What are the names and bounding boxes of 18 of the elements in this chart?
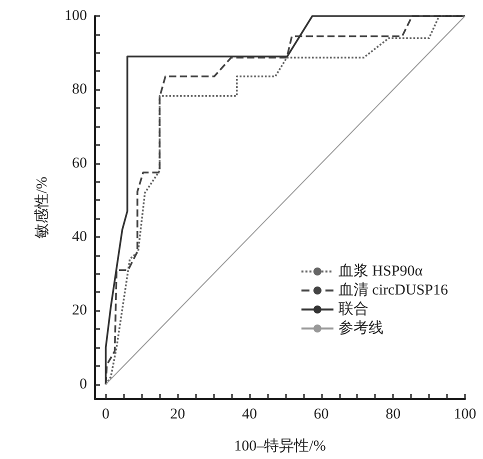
x-axis-title: 100–特异性/%: [234, 438, 326, 454]
legend-label: 参考线: [338, 320, 384, 336]
x-tick-label: 20: [170, 406, 186, 422]
y-axis-title: 敏感性/%: [34, 176, 50, 238]
y-tick-label: 100: [64, 8, 87, 24]
y-tick-label: 0: [80, 376, 87, 392]
y-tick-label: 40: [72, 228, 87, 245]
x-tick-label: 80: [386, 406, 401, 422]
legend-label: 血清 circDUSP16: [338, 282, 448, 298]
legend-label: 联合: [338, 300, 368, 318]
legend-label: 血浆 HSP90α: [338, 262, 423, 280]
y-tick-label: 60: [72, 155, 87, 172]
y-tick-label: 20: [72, 302, 87, 319]
y-tick-label: 80: [72, 82, 87, 98]
x-tick-label: 0: [102, 406, 110, 422]
x-tick-label: 100: [454, 406, 476, 422]
x-tick-label: 40: [242, 406, 257, 422]
x-tick-label: 60: [314, 406, 329, 422]
